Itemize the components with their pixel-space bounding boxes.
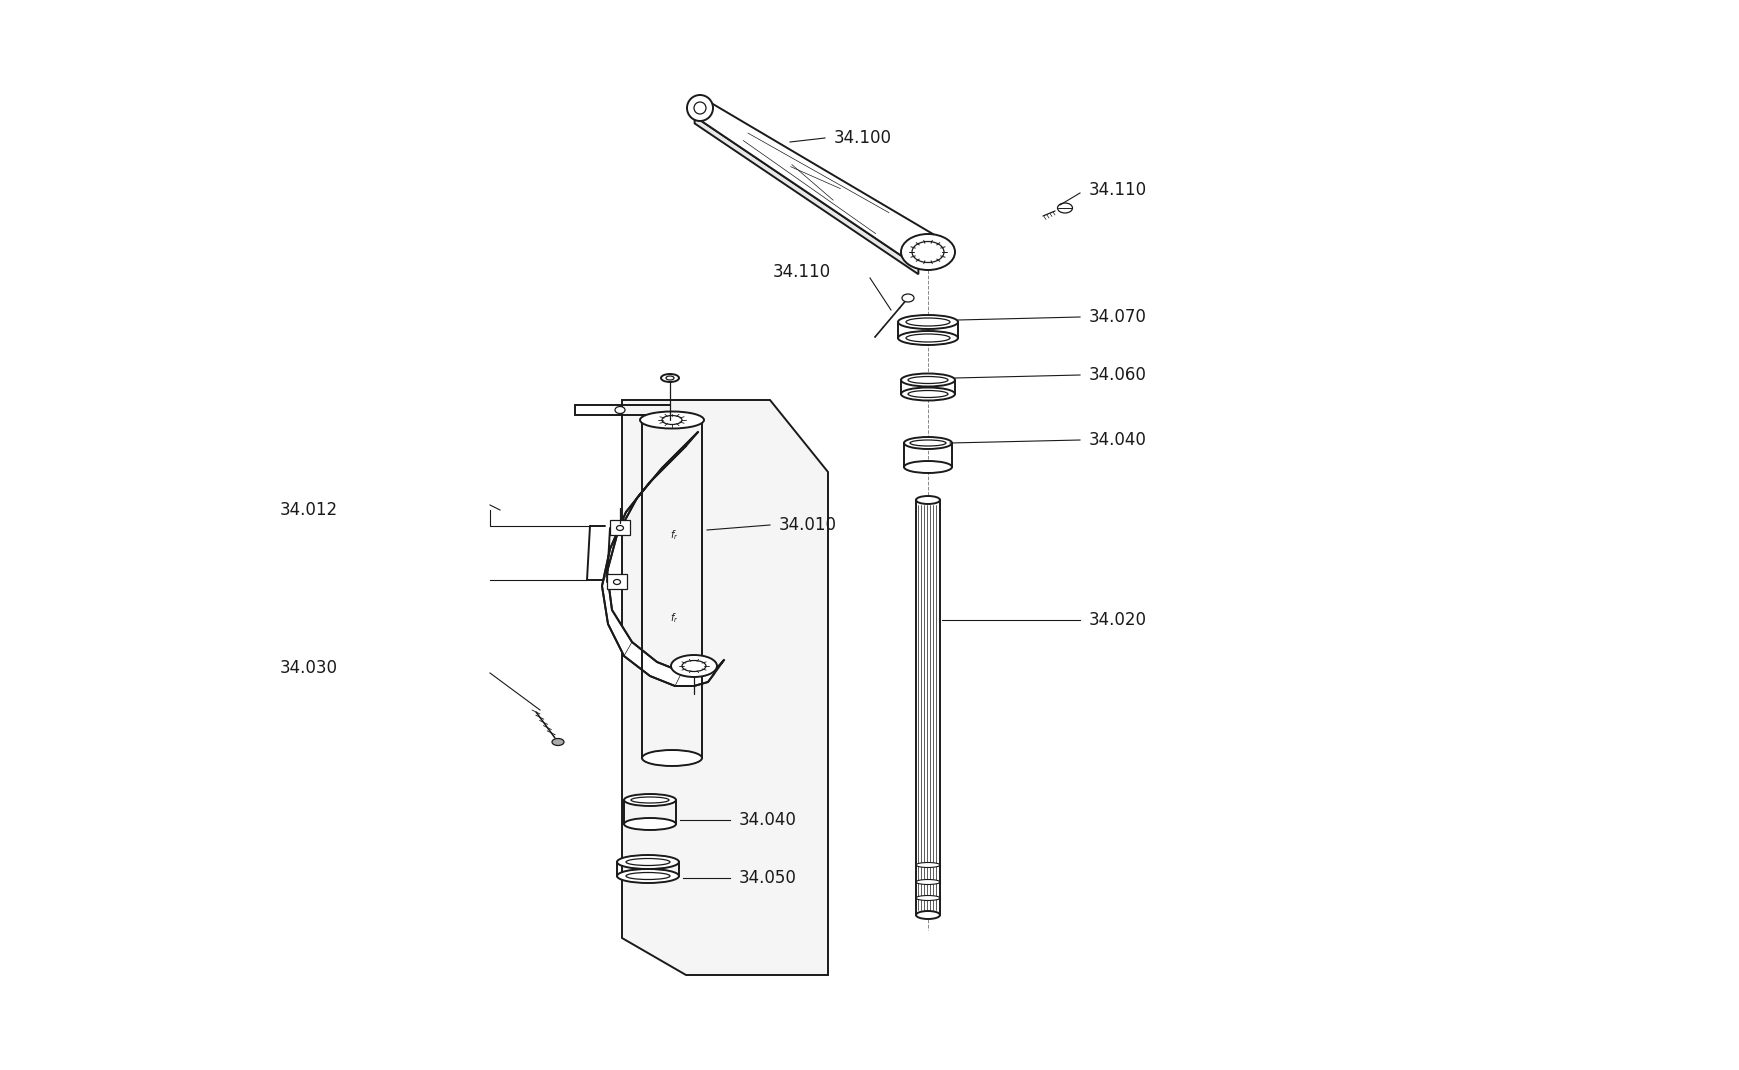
Ellipse shape	[1057, 203, 1071, 213]
Ellipse shape	[626, 872, 670, 880]
Ellipse shape	[915, 862, 939, 868]
Polygon shape	[694, 117, 918, 274]
Ellipse shape	[642, 412, 701, 428]
Ellipse shape	[904, 461, 951, 473]
Bar	[607, 574, 626, 588]
Ellipse shape	[906, 334, 949, 342]
Ellipse shape	[901, 294, 913, 302]
Ellipse shape	[915, 911, 939, 919]
Ellipse shape	[640, 412, 704, 428]
Bar	[915, 500, 939, 915]
Ellipse shape	[682, 660, 706, 672]
Ellipse shape	[915, 496, 939, 504]
Ellipse shape	[642, 750, 701, 766]
Ellipse shape	[617, 869, 678, 883]
Text: 34.012: 34.012	[280, 501, 337, 519]
Ellipse shape	[901, 387, 955, 400]
Bar	[610, 520, 630, 535]
Polygon shape	[694, 100, 937, 268]
Text: 34.070: 34.070	[1089, 308, 1146, 326]
Ellipse shape	[901, 373, 955, 386]
Text: 34.110: 34.110	[1089, 181, 1146, 199]
Ellipse shape	[666, 376, 673, 380]
Ellipse shape	[614, 407, 624, 413]
Ellipse shape	[909, 440, 946, 446]
Ellipse shape	[915, 896, 939, 901]
Ellipse shape	[661, 415, 682, 425]
Ellipse shape	[626, 858, 670, 866]
Ellipse shape	[908, 377, 948, 383]
Ellipse shape	[671, 655, 716, 677]
Text: 34.100: 34.100	[833, 129, 892, 147]
Ellipse shape	[901, 234, 955, 270]
Ellipse shape	[624, 817, 676, 830]
Ellipse shape	[908, 391, 948, 397]
Text: 34.040: 34.040	[739, 811, 796, 829]
Ellipse shape	[661, 374, 678, 382]
Text: $f_r$: $f_r$	[670, 529, 678, 541]
Text: 34.020: 34.020	[1089, 611, 1146, 629]
Text: 34.060: 34.060	[1089, 366, 1146, 384]
Ellipse shape	[687, 95, 713, 121]
Text: 34.030: 34.030	[280, 659, 337, 677]
Ellipse shape	[897, 315, 958, 328]
Ellipse shape	[897, 331, 958, 345]
Ellipse shape	[617, 855, 678, 869]
Ellipse shape	[616, 525, 623, 531]
Polygon shape	[602, 432, 723, 686]
Text: 34.040: 34.040	[1089, 431, 1146, 449]
Ellipse shape	[906, 318, 949, 326]
Ellipse shape	[551, 738, 563, 746]
Text: 34.010: 34.010	[779, 516, 836, 534]
Text: 34.110: 34.110	[772, 263, 831, 281]
Ellipse shape	[631, 797, 668, 802]
Text: $f_r$: $f_r$	[670, 611, 678, 625]
Ellipse shape	[614, 580, 621, 584]
Text: 34.050: 34.050	[739, 869, 796, 887]
Ellipse shape	[915, 880, 939, 885]
Polygon shape	[621, 400, 828, 975]
Ellipse shape	[904, 437, 951, 449]
Ellipse shape	[694, 102, 706, 114]
Ellipse shape	[624, 794, 676, 806]
Ellipse shape	[911, 242, 944, 262]
